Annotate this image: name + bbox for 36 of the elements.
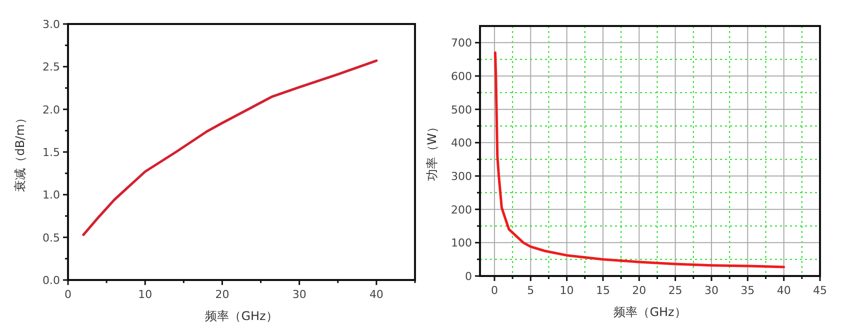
y-tick-label: 0.5 — [42, 231, 60, 244]
x-tick-label: 0 — [64, 288, 72, 301]
x-tick-label: 30 — [292, 288, 306, 301]
x-tick-label: 5 — [527, 284, 534, 297]
y-tick-label: 0 — [465, 270, 472, 283]
line-series — [494, 51, 786, 268]
x-tick-label: 20 — [215, 288, 230, 301]
x-tick-label: 20 — [632, 284, 646, 297]
x-tick-label: 40 — [369, 288, 384, 301]
y-tick-label: 400 — [451, 136, 472, 150]
x-tick-label: 10 — [560, 284, 574, 297]
x-tick-label: 45 — [813, 284, 827, 297]
y-tick-label: 100 — [451, 236, 472, 250]
y-tick-label: 0.0 — [42, 274, 60, 287]
y-tick-label: 200 — [451, 203, 472, 216]
x-tick-label: 35 — [740, 284, 755, 297]
x-axis-title: 频率（GHz） — [205, 309, 278, 323]
y-axis-title: 衰减（dB/m） — [13, 112, 27, 192]
x-axis-title: 频率（GHz） — [614, 305, 686, 319]
x-tick-label: 10 — [138, 288, 152, 301]
y-tick-label: 700 — [451, 36, 472, 50]
x-tick-label: 25 — [668, 284, 682, 297]
x-tick-label: 40 — [776, 284, 791, 297]
y-tick-label: 500 — [451, 103, 472, 116]
y-tick-label: 2.0 — [42, 103, 60, 116]
x-tick-label: 0 — [490, 284, 498, 297]
y-tick-label: 3.0 — [42, 18, 60, 31]
line-series — [82, 59, 378, 236]
y-tick-label: 600 — [451, 70, 472, 83]
y-tick-label: 2.5 — [42, 60, 60, 74]
y-tick-label: 1.0 — [42, 188, 60, 202]
y-axis-title: 功率（W） — [425, 121, 439, 181]
x-tick-label: 15 — [596, 284, 610, 297]
y-tick-label: 1.5 — [42, 146, 60, 159]
y-tick-label: 300 — [451, 170, 472, 183]
x-tick-label: 30 — [704, 284, 718, 297]
